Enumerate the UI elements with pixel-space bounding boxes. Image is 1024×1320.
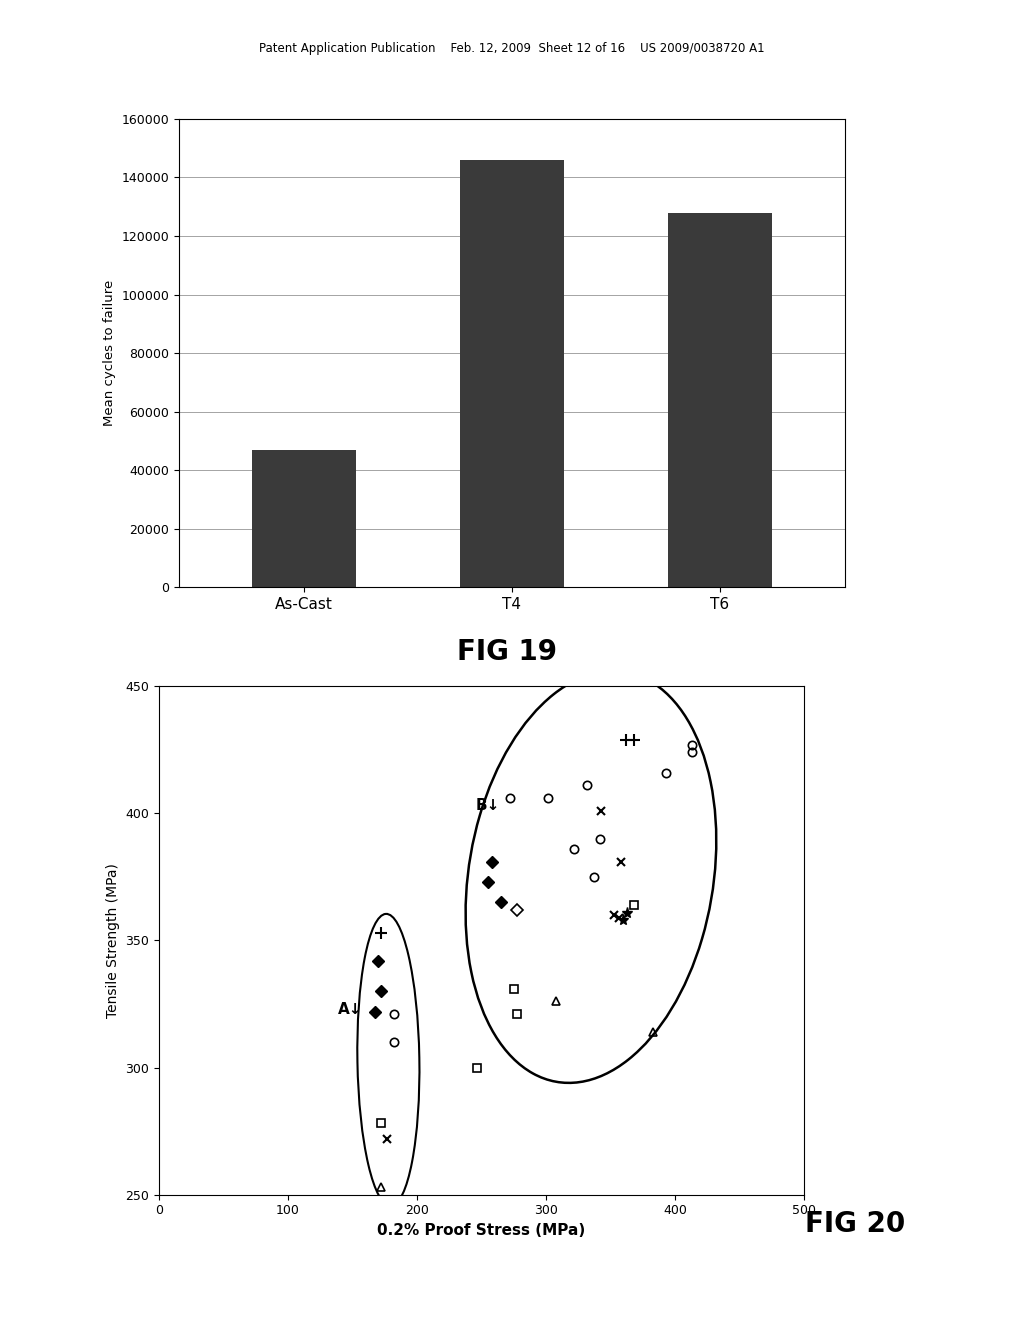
Text: A↓: A↓ (338, 1002, 361, 1016)
Text: Patent Application Publication    Feb. 12, 2009  Sheet 12 of 16    US 2009/00387: Patent Application Publication Feb. 12, … (259, 42, 765, 55)
Y-axis label: Mean cycles to failure: Mean cycles to failure (103, 280, 116, 426)
Text: B↓: B↓ (475, 799, 500, 813)
Bar (668, 213, 772, 587)
Text: FIG 20: FIG 20 (805, 1210, 905, 1238)
X-axis label: 0.2% Proof Stress (MPa): 0.2% Proof Stress (MPa) (377, 1222, 586, 1238)
Bar (460, 160, 564, 587)
Bar (252, 450, 356, 587)
Text: FIG 19: FIG 19 (457, 638, 557, 665)
Y-axis label: Tensile Strength (MPa): Tensile Strength (MPa) (105, 863, 120, 1018)
